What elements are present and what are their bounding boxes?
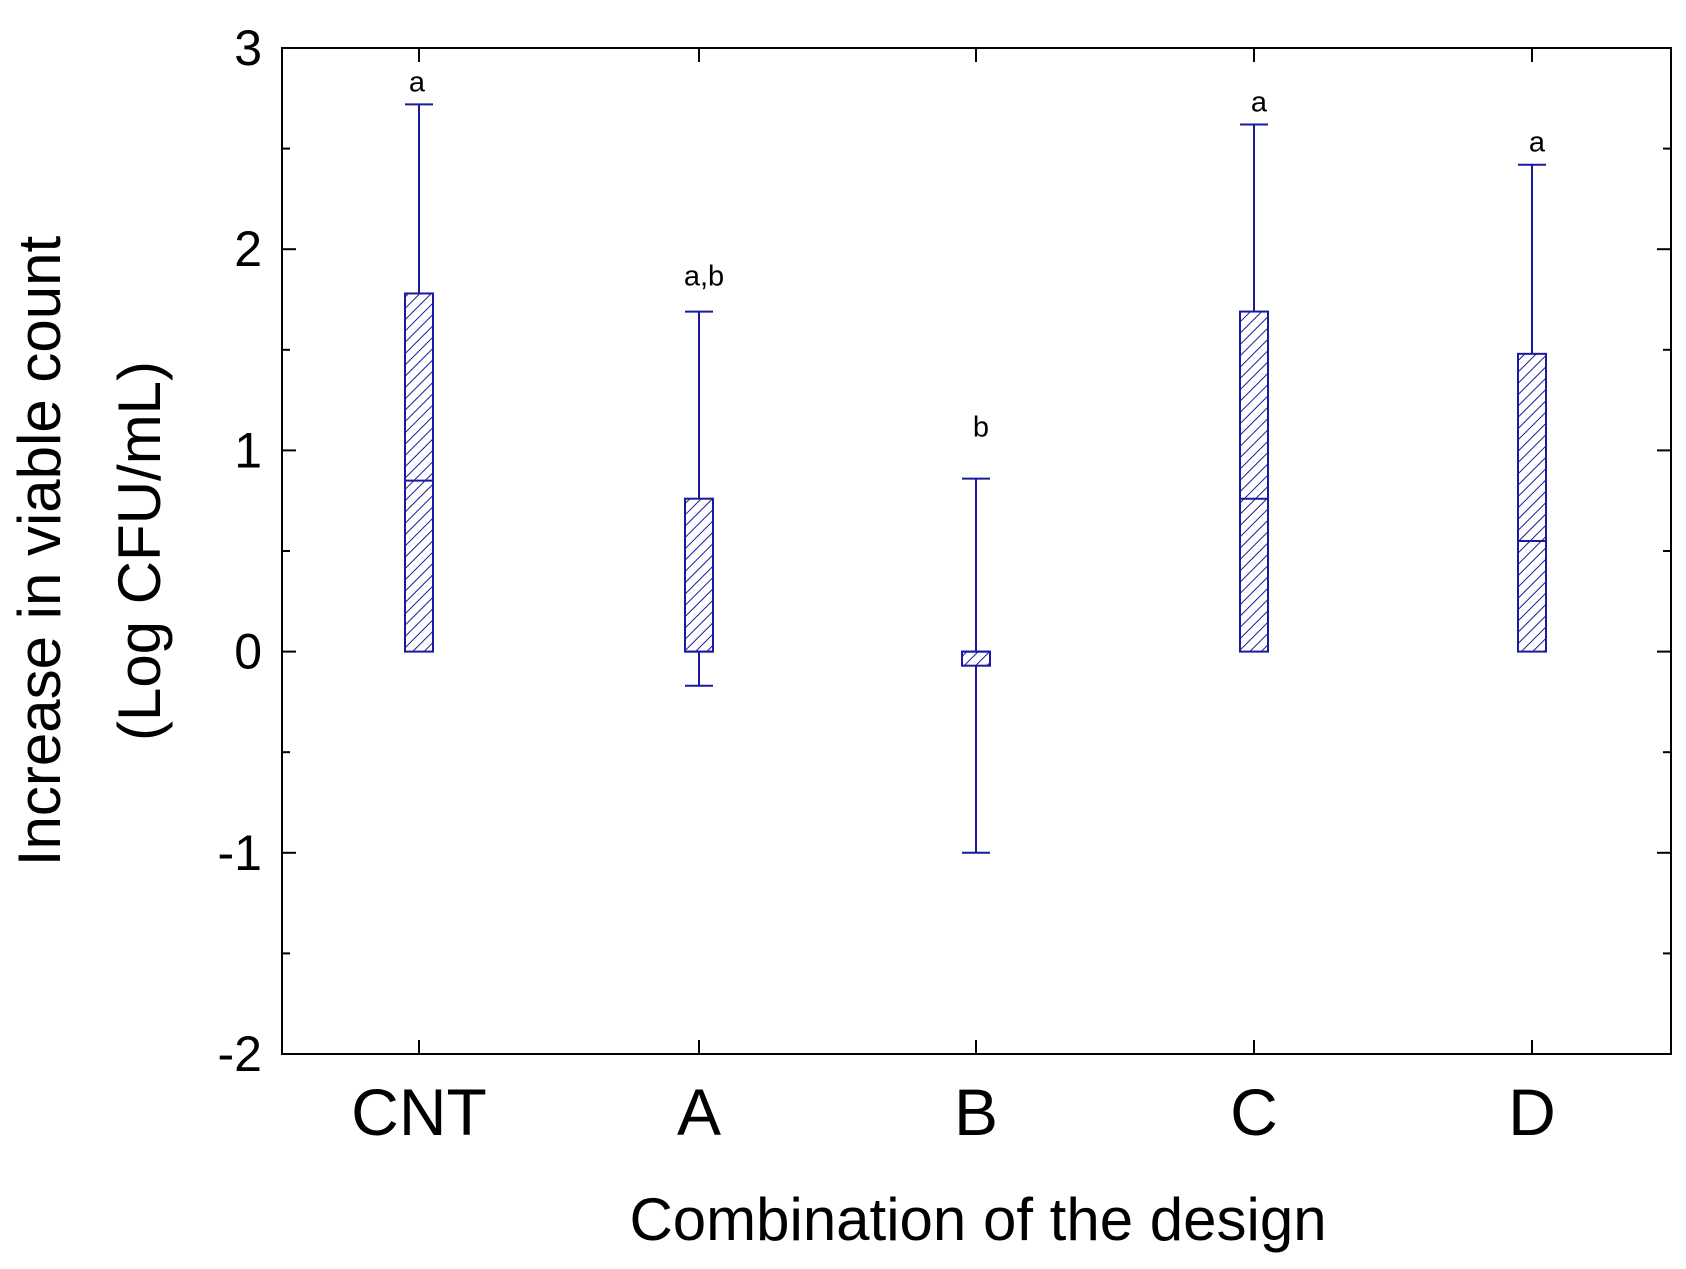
group-letter: a [1529,127,1546,159]
group-letter: a [1251,86,1268,118]
group-letter: b [973,411,989,443]
y-tick-label: 1 [234,422,262,478]
y-axis-ticks [282,47,1671,1055]
y-axis-tick-labels: 3 2 1 0 -1 -2 [218,20,262,1082]
y-tick-label: -2 [218,1026,262,1082]
group-letter: a,b [684,260,724,292]
box-d [1517,163,1547,653]
x-axis-title: Combination of the design [629,1186,1326,1253]
y-axis-title-line1: Increase in viable count [6,235,73,866]
x-axis-ticks [418,48,1533,1054]
x-tick-label: CNT [351,1075,487,1149]
x-tick-label: A [677,1075,721,1149]
significance-labels: a a,b b a a [409,66,1546,443]
x-tick-label: D [1508,1075,1556,1149]
box-iqr [404,292,434,653]
y-tick-label: -1 [218,825,262,881]
box-series [404,103,1547,854]
x-tick-label: C [1230,1075,1278,1149]
y-axis-title-line2: (Log CFU/mL) [106,361,173,741]
box-cnt [404,103,434,653]
y-tick-label: 3 [234,20,262,76]
box-iqr [1517,352,1547,653]
box-b [961,477,991,854]
box-iqr [961,650,991,667]
y-tick-label: 0 [234,624,262,680]
box-iqr [684,497,714,653]
box-c [1239,123,1269,653]
group-letter: a [409,66,426,98]
y-tick-label: 2 [234,221,262,277]
box-iqr [1239,310,1269,653]
box-a [684,310,714,687]
x-axis-tick-labels: CNT A B C D [351,1075,1556,1149]
x-tick-label: B [954,1075,998,1149]
